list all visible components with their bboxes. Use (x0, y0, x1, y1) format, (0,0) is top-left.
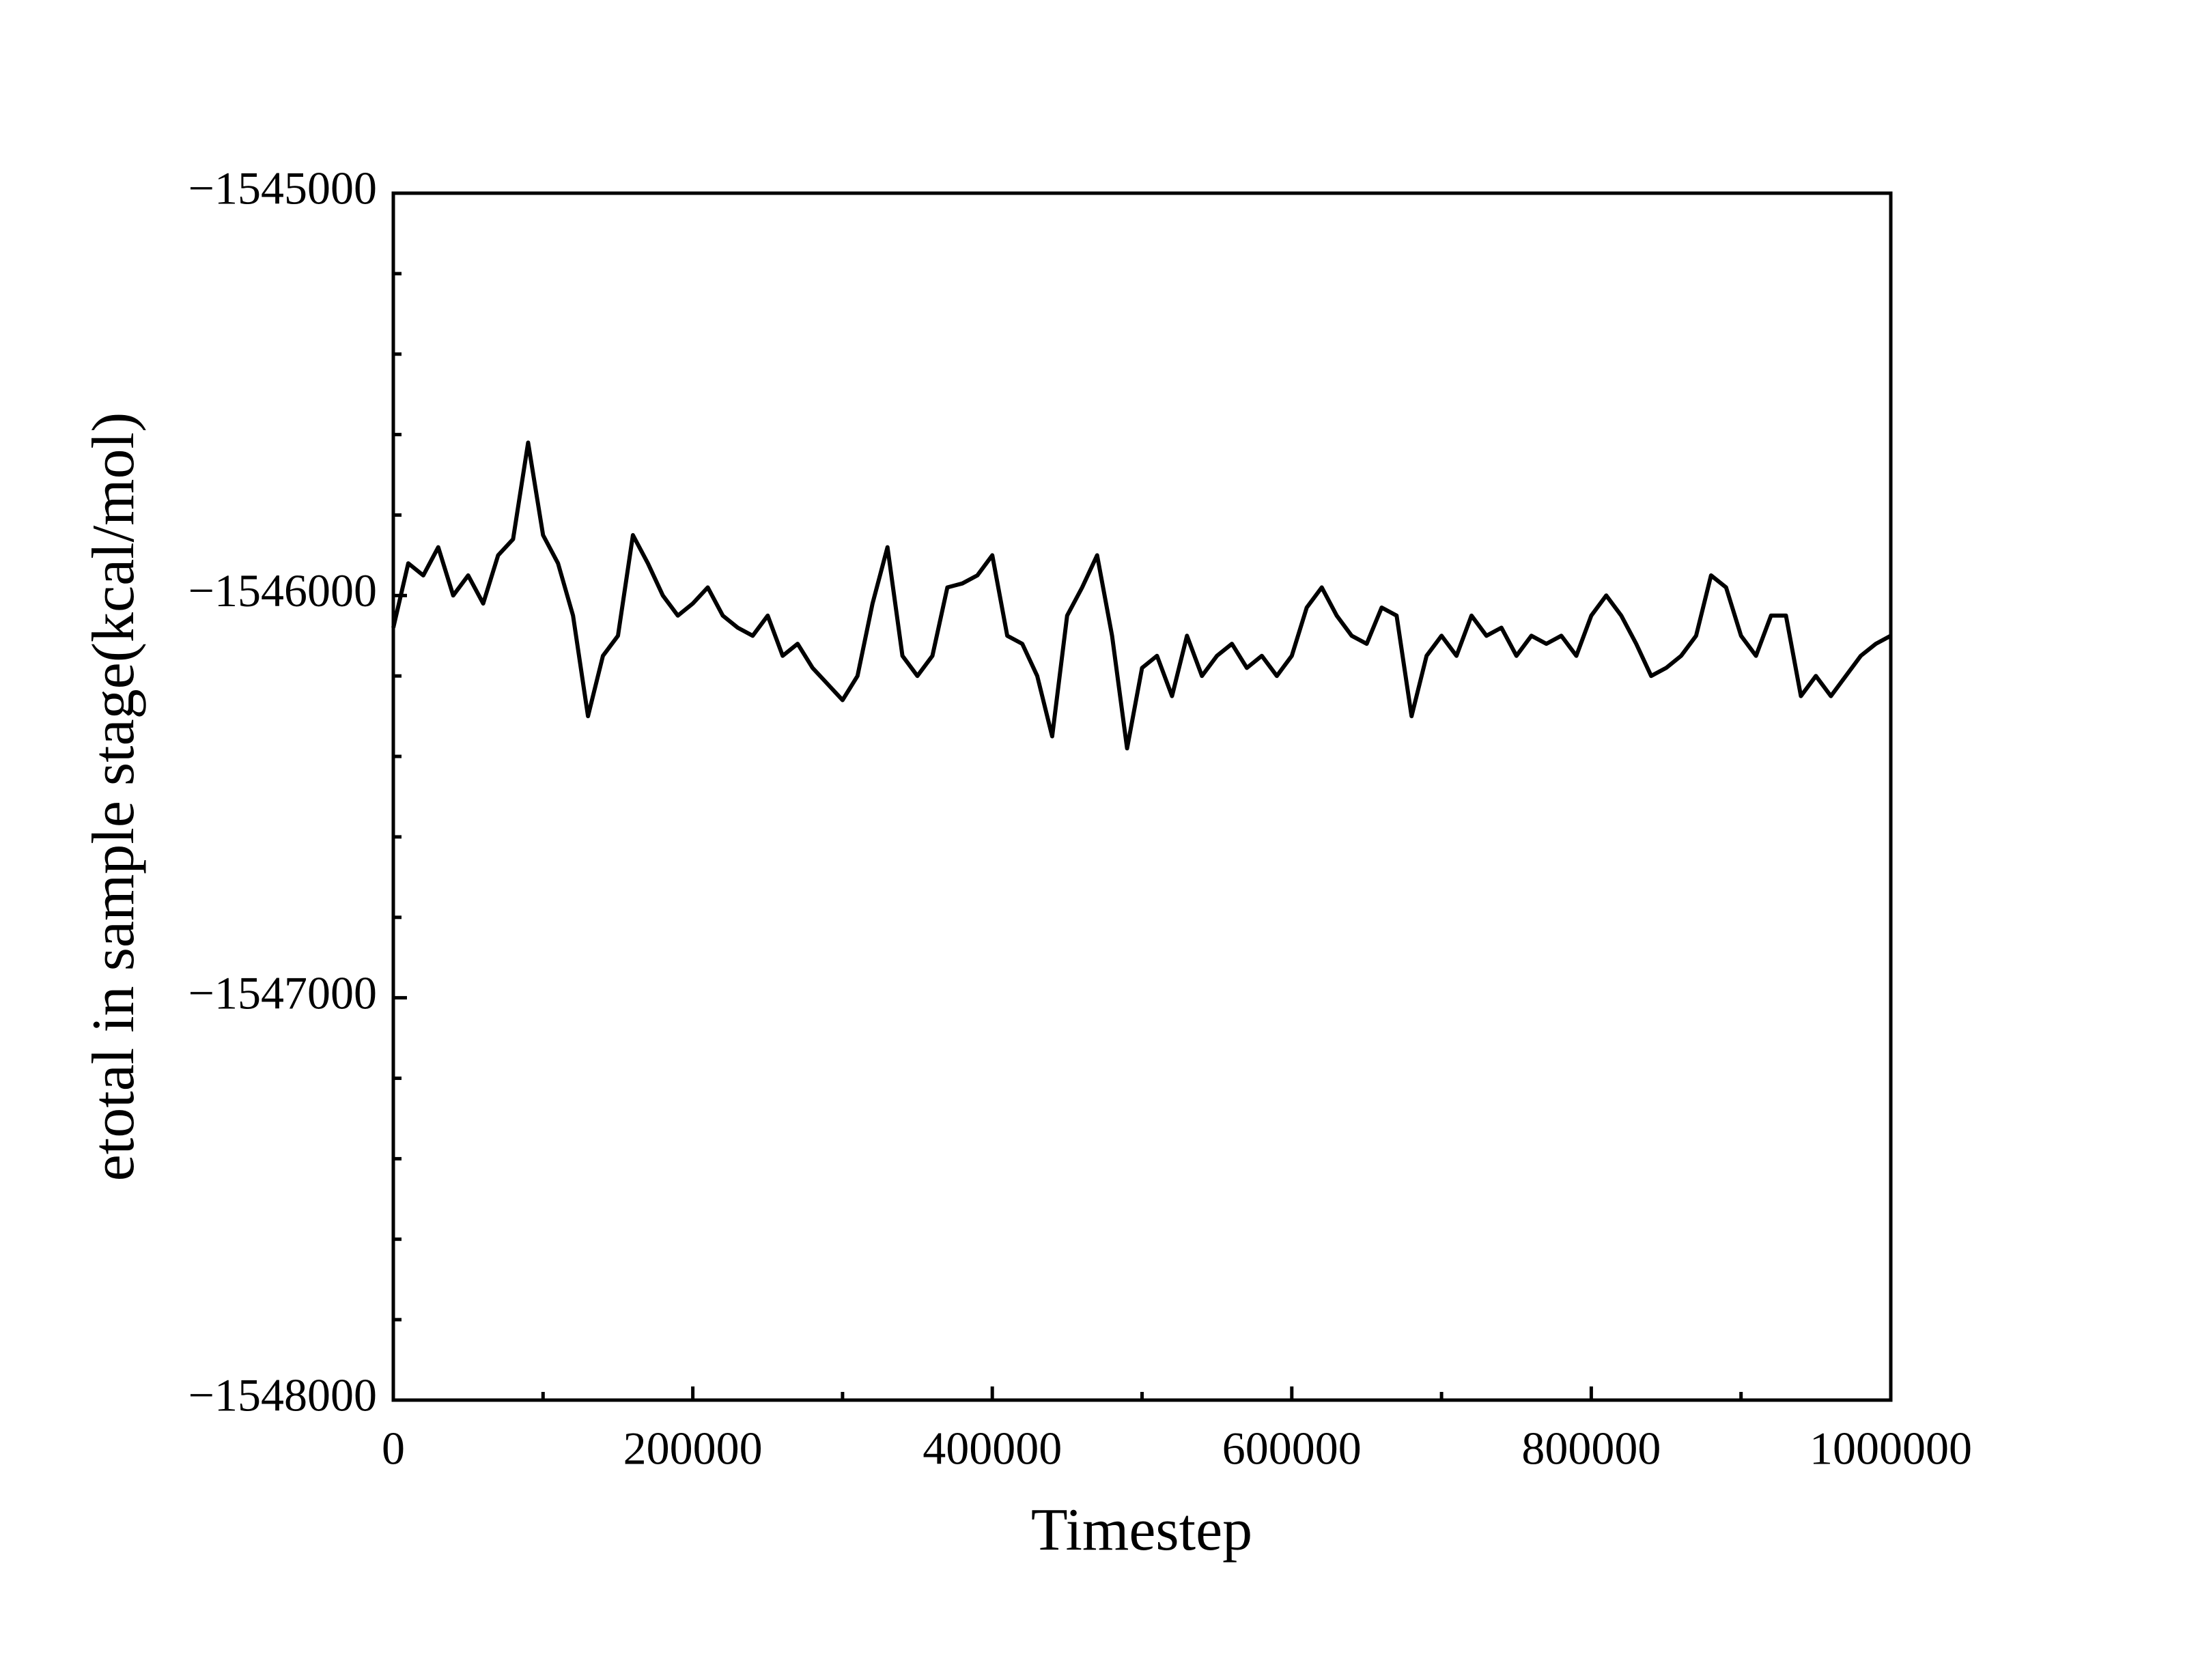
x-tick-label: 400000 (923, 1423, 1062, 1475)
y-axis-title: etotal in sample stage(kcal/mol) (81, 412, 147, 1182)
y-tick-label: −1548000 (188, 1369, 377, 1421)
y-tick-label: −1546000 (188, 565, 377, 616)
x-tick-label: 800000 (1521, 1423, 1661, 1475)
x-tick-label: 200000 (623, 1423, 763, 1475)
data-line (391, 440, 1892, 751)
y-tick-label: −1545000 (188, 162, 377, 214)
y-tick-label: −1547000 (188, 967, 377, 1019)
x-tick-label: 0 (382, 1423, 405, 1475)
x-tick-label: 600000 (1222, 1423, 1362, 1475)
x-tick-label: 1000000 (1810, 1423, 1972, 1475)
x-axis-title: Timestep (1031, 1497, 1252, 1563)
plot-frame (391, 191, 1893, 1402)
